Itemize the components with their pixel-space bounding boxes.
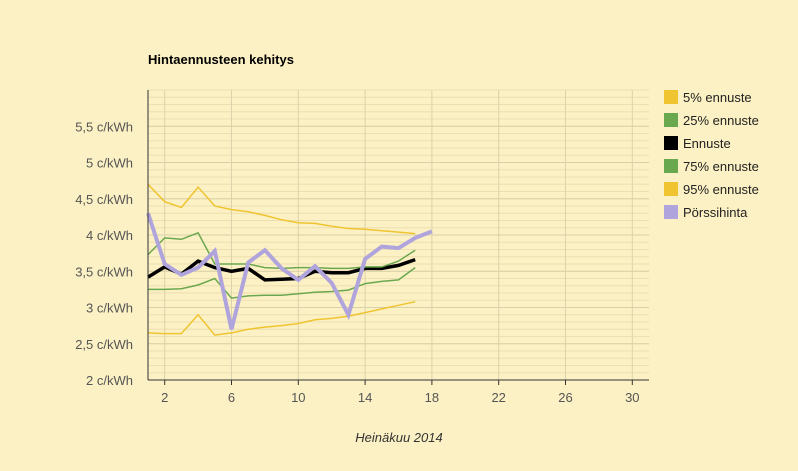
- y-tick-label: 4,5 c/kWh: [75, 192, 133, 207]
- legend: 5% ennuste 25% ennuste Ennuste 75% ennuste 9…: [664, 90, 759, 220]
- grid-lines: [148, 89, 649, 381]
- legend-swatch: [664, 113, 678, 127]
- y-tick-label: 4 c/kWh: [86, 228, 133, 243]
- y-tick-label: 3 c/kWh: [86, 301, 133, 316]
- x-axis-label: Heinäkuu 2014: [355, 430, 442, 445]
- chart-title: Hintaennusteen kehitys: [148, 52, 294, 67]
- legend-swatch: [664, 205, 678, 219]
- y-tick-label: 2 c/kWh: [86, 373, 133, 388]
- legend-swatch: [664, 159, 678, 173]
- series-line-5: [146, 212, 433, 330]
- legend-label: Ennuste: [683, 136, 731, 151]
- series-line-2: [147, 257, 416, 282]
- legend-label: 75% ennuste: [683, 159, 759, 174]
- x-tick-label: 22: [491, 390, 505, 405]
- series-line-1: [148, 266, 416, 299]
- y-tick-label: 2,5 c/kWh: [75, 337, 133, 352]
- legend-swatch: [664, 136, 678, 150]
- x-tick-label: 10: [291, 390, 305, 405]
- legend-swatch: [664, 90, 678, 104]
- y-tick-label: 3,5 c/kWh: [75, 264, 133, 279]
- legend-label: 95% ennuste: [683, 182, 759, 197]
- series-line-4: [147, 183, 416, 235]
- legend-label: Pörssihinta: [683, 205, 748, 220]
- legend-swatch: [664, 182, 678, 196]
- x-axis-ticks: 2 6 10 14 18 22 26 30: [161, 380, 640, 405]
- y-tick-label: 5 c/kWh: [86, 156, 133, 171]
- x-tick-label: 2: [161, 390, 168, 405]
- series-group: [146, 183, 433, 336]
- y-tick-label: 5,5 c/kWh: [75, 119, 133, 134]
- x-tick-label: 26: [558, 390, 572, 405]
- x-tick-label: 14: [358, 390, 372, 405]
- x-tick-label: 18: [425, 390, 439, 405]
- legend-label: 5% ennuste: [683, 90, 752, 105]
- x-tick-label: 30: [625, 390, 639, 405]
- y-axis-ticks: 2 c/kWh 2,5 c/kWh 3 c/kWh 3,5 c/kWh 4 c/kWh 4…: [75, 119, 133, 388]
- x-tick-label: 6: [228, 390, 235, 405]
- legend-label: 25% ennuste: [683, 113, 759, 128]
- series-line-0: [147, 300, 416, 336]
